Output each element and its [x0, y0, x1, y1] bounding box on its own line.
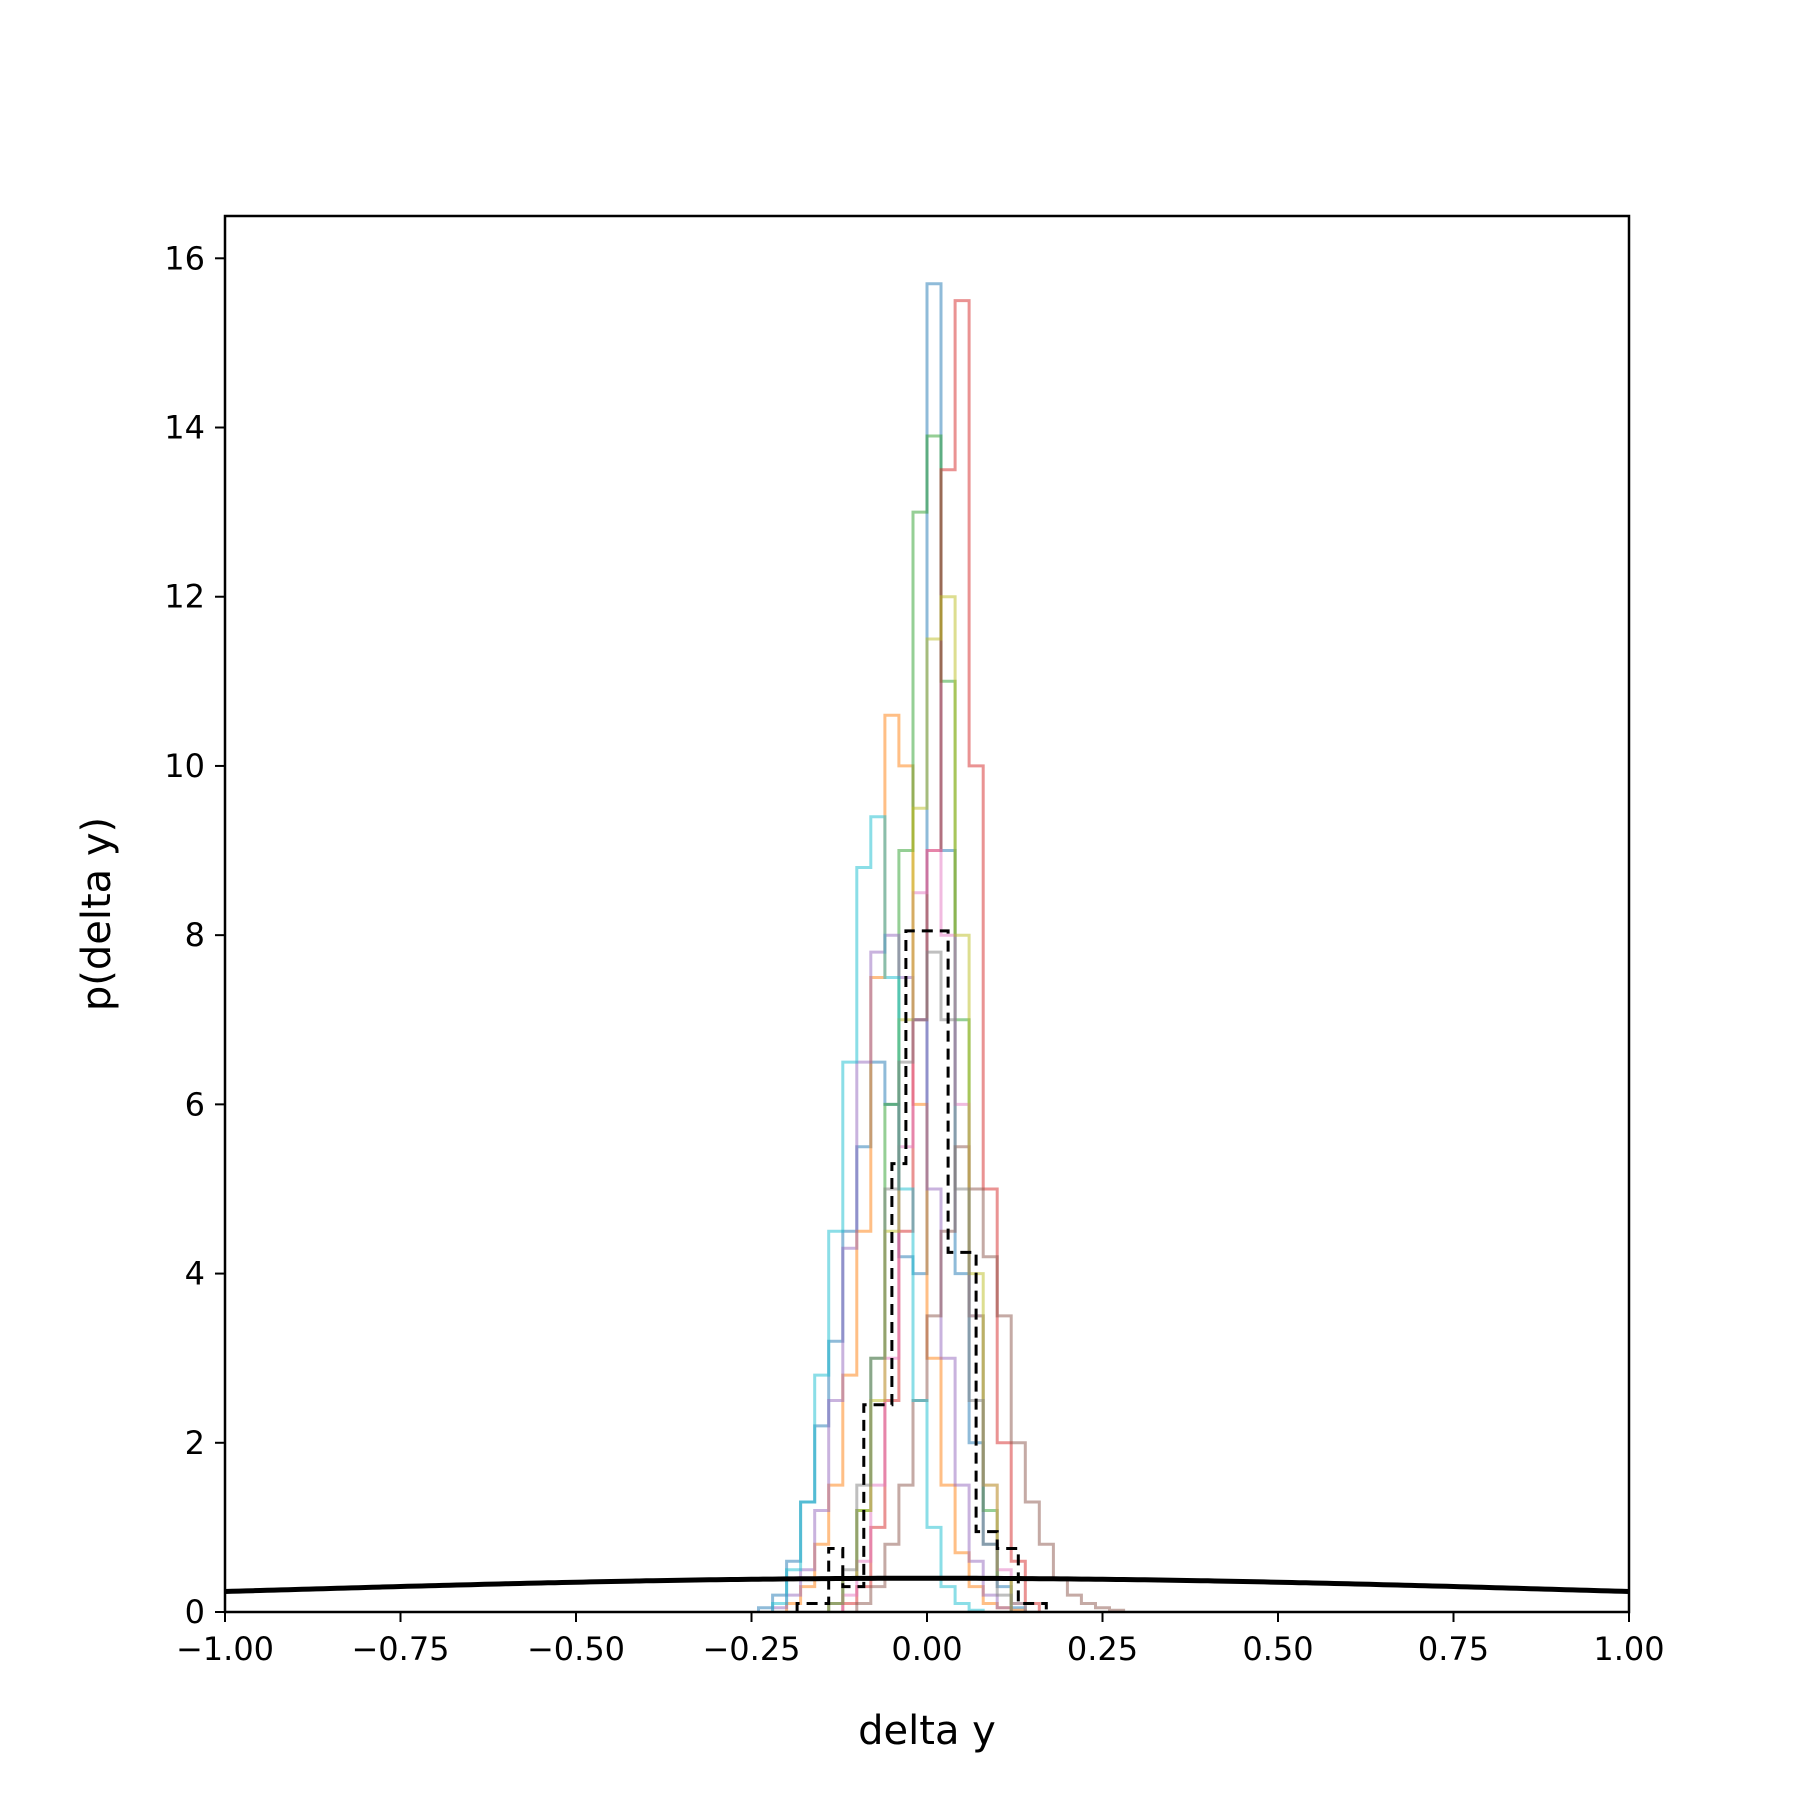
x-tick-label: 0.75 — [1418, 1630, 1489, 1668]
y-tick-label: 0 — [185, 1593, 205, 1631]
y-tick-label: 10 — [164, 747, 205, 785]
histogram-series-6 — [855, 1145, 1126, 1612]
x-tick-label: −0.50 — [527, 1630, 625, 1668]
y-tick-label: 12 — [164, 578, 205, 616]
x-axis-label: delta y — [858, 1708, 996, 1754]
y-axis-label: p(delta y) — [74, 817, 120, 1011]
normal-curve-line — [225, 1575, 1629, 1594]
x-tick-label: 0.50 — [1242, 1630, 1313, 1668]
y-tick-label: 6 — [185, 1085, 205, 1123]
x-tick-label: −1.00 — [176, 1630, 274, 1668]
x-tick-label: −0.75 — [351, 1630, 449, 1668]
histogram-series-group — [757, 282, 1126, 1612]
dashed-histogram-series — [795, 929, 1048, 1612]
dashed-histogram-group — [795, 929, 1048, 1612]
y-tick-label: 16 — [164, 239, 205, 277]
histogram-series-5 — [771, 933, 1013, 1612]
histogram-series-10 — [827, 950, 1013, 1612]
y-tick-label: 2 — [185, 1424, 205, 1462]
y-tick-label: 4 — [185, 1255, 205, 1293]
y-tick-label: 14 — [164, 409, 205, 447]
histogram-series-9 — [771, 815, 985, 1612]
y-axis-ticks: 0 2 4 6 8 10 12 14 16 — [164, 239, 225, 1631]
x-tick-label: 0.25 — [1067, 1630, 1138, 1668]
y-tick-label: 8 — [185, 916, 205, 954]
x-axis-ticks: −1.00 −0.75 −0.50 −0.25 0.00 0.25 0.50 0.75 1.00 — [176, 1612, 1665, 1668]
x-tick-label: −0.25 — [702, 1630, 800, 1668]
x-tick-label: 1.00 — [1593, 1630, 1664, 1668]
histogram-series-2 — [785, 713, 1027, 1612]
normal-curve-group — [225, 1575, 1629, 1594]
x-tick-label: 0.00 — [891, 1630, 962, 1668]
